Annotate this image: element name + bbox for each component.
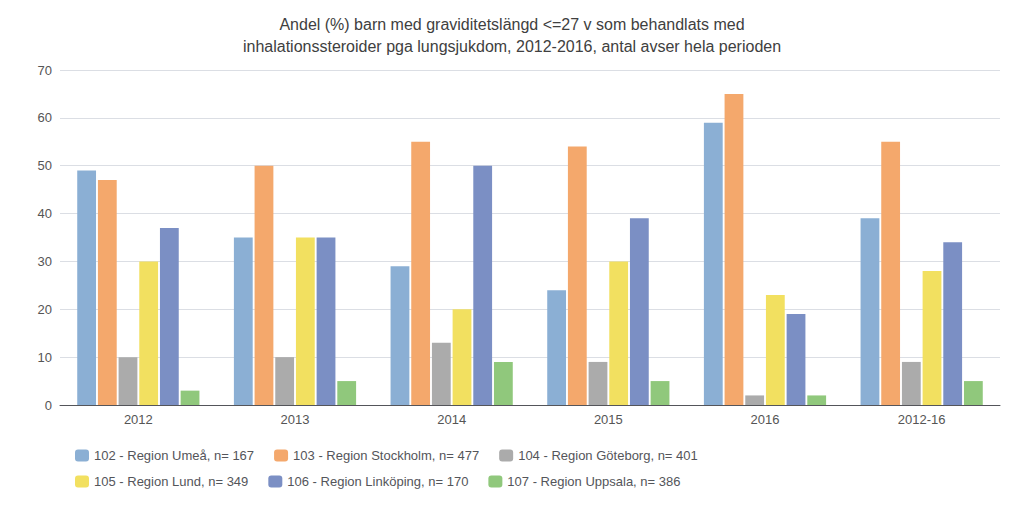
svg-text:60: 60 (38, 110, 52, 125)
svg-text:70: 70 (38, 63, 52, 78)
svg-text:102 - Region Umeå, n= 167: 102 - Region Umeå, n= 167 (94, 448, 254, 463)
svg-text:106 - Region Linköping, n= 170: 106 - Region Linköping, n= 170 (287, 474, 468, 489)
svg-text:50: 50 (38, 158, 52, 173)
svg-text:Andel (%) barn med graviditets: Andel (%) barn med graviditetslängd <=27… (279, 16, 744, 33)
svg-text:2016: 2016 (751, 412, 780, 427)
svg-text:2015: 2015 (594, 412, 623, 427)
svg-text:107 - Region Uppsala, n= 386: 107 - Region Uppsala, n= 386 (507, 474, 680, 489)
svg-text:104 - Region Göteborg, n= 401: 104 - Region Göteborg, n= 401 (518, 448, 698, 463)
svg-text:103 - Region Stockholm, n= 477: 103 - Region Stockholm, n= 477 (293, 448, 479, 463)
svg-text:0: 0 (45, 398, 52, 413)
svg-text:2012-16: 2012-16 (898, 412, 946, 427)
svg-text:2014: 2014 (437, 412, 466, 427)
svg-text:2013: 2013 (281, 412, 310, 427)
svg-text:30: 30 (38, 254, 52, 269)
svg-text:20: 20 (38, 302, 52, 317)
svg-text:40: 40 (38, 206, 52, 221)
svg-text:inhalationssteroider pga lungs: inhalationssteroider pga lungsjukdom, 20… (243, 38, 781, 55)
svg-text:2012: 2012 (124, 412, 153, 427)
svg-text:105 - Region Lund, n= 349: 105 - Region Lund, n= 349 (94, 474, 248, 489)
svg-text:10: 10 (38, 350, 52, 365)
